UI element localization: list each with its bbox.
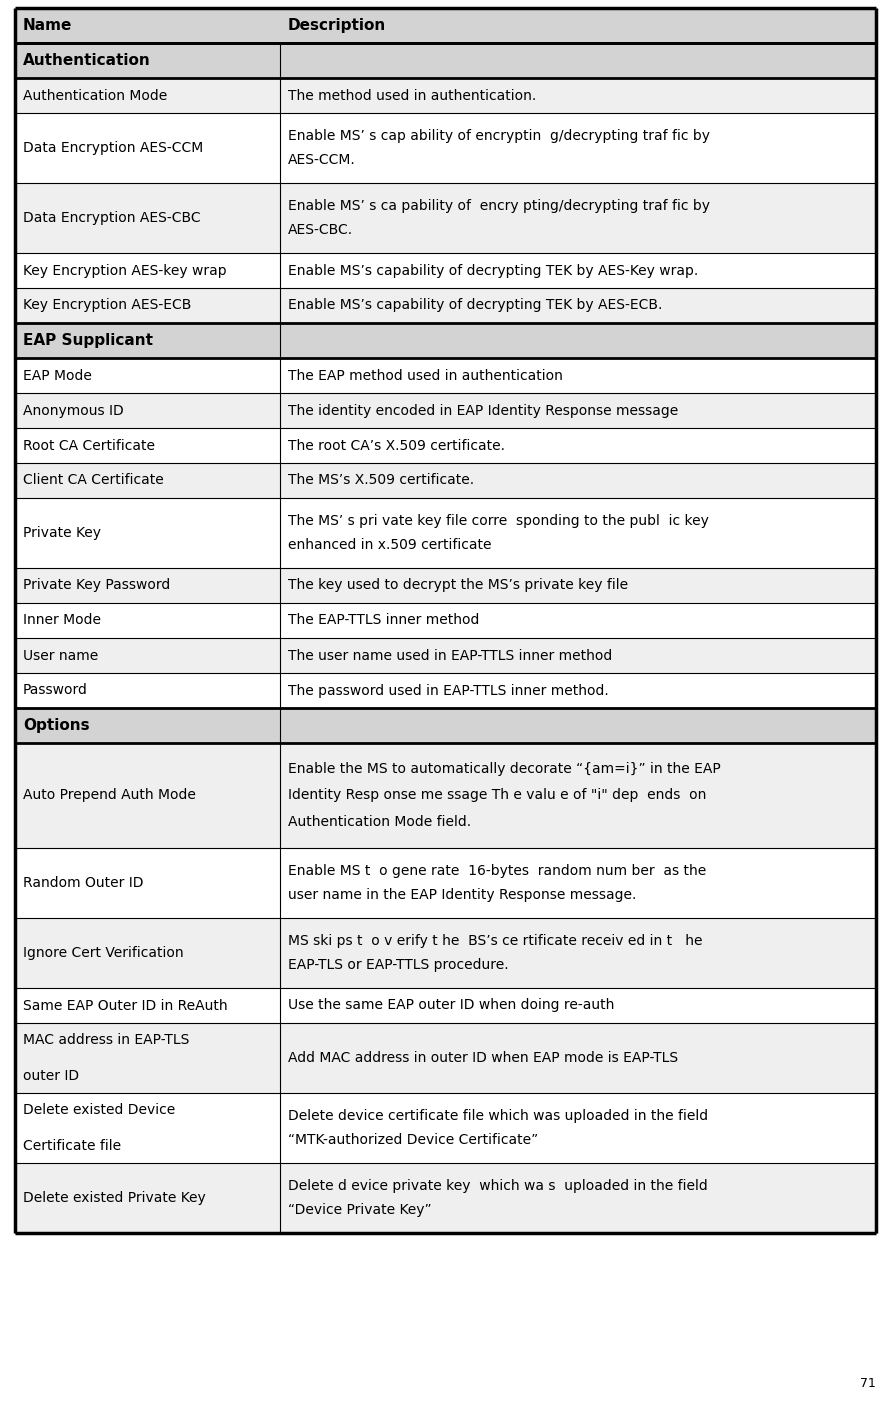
Text: Key Encryption AES-key wrap: Key Encryption AES-key wrap (23, 264, 226, 278)
Text: Anonymous ID: Anonymous ID (23, 403, 124, 417)
Text: The identity encoded in EAP Identity Response message: The identity encoded in EAP Identity Res… (288, 403, 678, 417)
Text: outer ID: outer ID (23, 1068, 79, 1082)
Bar (15, 429, 876, 464)
Bar (15, 603, 876, 638)
Text: user name in the EAP Identity Response message.: user name in the EAP Identity Response m… (288, 888, 636, 902)
Text: Enable the MS to automatically decorate “{am=i}” in the EAP: Enable the MS to automatically decorate … (288, 763, 721, 776)
Bar (15, 44, 876, 79)
Text: Authentication Mode: Authentication Mode (23, 89, 168, 103)
Text: Ignore Cert Verification: Ignore Cert Verification (23, 946, 184, 960)
Text: Authentication: Authentication (23, 53, 151, 67)
Bar (15, 1163, 876, 1234)
Text: Random Outer ID: Random Outer ID (23, 875, 143, 889)
Text: Key Encryption AES-ECB: Key Encryption AES-ECB (23, 298, 192, 312)
Text: EAP Mode: EAP Mode (23, 368, 92, 382)
Text: The password used in EAP-TTLS inner method.: The password used in EAP-TTLS inner meth… (288, 683, 609, 697)
Text: Use the same EAP outer ID when doing re-auth: Use the same EAP outer ID when doing re-… (288, 999, 615, 1013)
Bar (15, 849, 876, 917)
Bar (15, 112, 876, 183)
Text: Password: Password (23, 683, 88, 697)
Text: EAP-TLS or EAP-TTLS procedure.: EAP-TLS or EAP-TTLS procedure. (288, 958, 509, 972)
Text: The user name used in EAP-TTLS inner method: The user name used in EAP-TTLS inner met… (288, 649, 612, 663)
Text: The root CA’s X.509 certificate.: The root CA’s X.509 certificate. (288, 438, 505, 452)
Bar (15, 743, 876, 849)
Bar (15, 673, 876, 708)
Text: Enable MS t  o gene rate  16-bytes  random num ber  as the: Enable MS t o gene rate 16-bytes random … (288, 864, 707, 878)
Bar (15, 497, 876, 568)
Bar (15, 1093, 876, 1163)
Text: Same EAP Outer ID in ReAuth: Same EAP Outer ID in ReAuth (23, 999, 227, 1013)
Text: Data Encryption AES-CBC: Data Encryption AES-CBC (23, 211, 200, 225)
Text: AES-CBC.: AES-CBC. (288, 222, 353, 236)
Text: 71: 71 (860, 1377, 876, 1390)
Text: Delete device certificate file which was uploaded in the field: Delete device certificate file which was… (288, 1110, 708, 1124)
Text: User name: User name (23, 649, 98, 663)
Text: Certificate file: Certificate file (23, 1138, 121, 1152)
Text: The EAP-TTLS inner method: The EAP-TTLS inner method (288, 614, 479, 628)
Text: enhanced in x.509 certificate: enhanced in x.509 certificate (288, 538, 492, 552)
Text: Private Key Password: Private Key Password (23, 579, 170, 593)
Text: Identity Resp onse me ssage Th e valu e of "i" dep  ends  on: Identity Resp onse me ssage Th e valu e … (288, 788, 707, 802)
Bar (15, 323, 876, 358)
Bar (15, 988, 876, 1023)
Bar (15, 288, 876, 323)
Text: Delete existed Device: Delete existed Device (23, 1103, 176, 1117)
Bar (15, 708, 876, 743)
Bar (15, 79, 876, 112)
Text: The MS’ s pri vate key file corre  sponding to the publ  ic key: The MS’ s pri vate key file corre spondi… (288, 514, 709, 528)
Text: Data Encryption AES-CCM: Data Encryption AES-CCM (23, 140, 203, 155)
Bar (15, 253, 876, 288)
Text: Add MAC address in outer ID when EAP mode is EAP-TLS: Add MAC address in outer ID when EAP mod… (288, 1051, 678, 1065)
Text: Inner Mode: Inner Mode (23, 614, 101, 628)
Bar (15, 358, 876, 393)
Text: AES-CCM.: AES-CCM. (288, 153, 356, 167)
Bar (15, 1023, 876, 1093)
Text: Delete d evice private key  which wa s  uploaded in the field: Delete d evice private key which wa s up… (288, 1179, 707, 1193)
Bar (15, 183, 876, 253)
Text: Options: Options (23, 718, 90, 733)
Text: EAP Supplicant: EAP Supplicant (23, 333, 153, 348)
Text: Delete existed Private Key: Delete existed Private Key (23, 1191, 206, 1205)
Text: Root CA Certificate: Root CA Certificate (23, 438, 155, 452)
Text: The key used to decrypt the MS’s private key file: The key used to decrypt the MS’s private… (288, 579, 628, 593)
Text: MS ski ps t  o v erify t he  BS’s ce rtificate receiv ed in t   he: MS ski ps t o v erify t he BS’s ce rtifi… (288, 934, 702, 948)
Text: Auto Prepend Auth Mode: Auto Prepend Auth Mode (23, 788, 196, 802)
Bar (15, 8, 876, 44)
Bar (15, 917, 876, 988)
Text: The EAP method used in authentication: The EAP method used in authentication (288, 368, 563, 382)
Text: Name: Name (23, 18, 72, 32)
Text: Authentication Mode field.: Authentication Mode field. (288, 815, 471, 829)
Bar (15, 568, 876, 603)
Text: “MTK-authorized Device Certificate”: “MTK-authorized Device Certificate” (288, 1132, 538, 1146)
Text: The method used in authentication.: The method used in authentication. (288, 89, 536, 103)
Text: Enable MS’s capability of decrypting TEK by AES-ECB.: Enable MS’s capability of decrypting TEK… (288, 298, 662, 312)
Text: MAC address in EAP-TLS: MAC address in EAP-TLS (23, 1034, 190, 1048)
Bar (15, 638, 876, 673)
Text: “Device Private Key”: “Device Private Key” (288, 1203, 431, 1217)
Text: Description: Description (288, 18, 387, 32)
Text: Client CA Certificate: Client CA Certificate (23, 473, 164, 488)
Text: The MS’s X.509 certificate.: The MS’s X.509 certificate. (288, 473, 474, 488)
Text: Enable MS’ s ca pability of  encry pting/decrypting traf fic by: Enable MS’ s ca pability of encry pting/… (288, 200, 710, 214)
Text: Enable MS’ s cap ability of encryptin  g/decrypting traf fic by: Enable MS’ s cap ability of encryptin g/… (288, 129, 710, 143)
Text: Enable MS’s capability of decrypting TEK by AES-Key wrap.: Enable MS’s capability of decrypting TEK… (288, 264, 699, 278)
Bar (15, 393, 876, 429)
Text: Private Key: Private Key (23, 525, 101, 540)
Bar (15, 464, 876, 497)
